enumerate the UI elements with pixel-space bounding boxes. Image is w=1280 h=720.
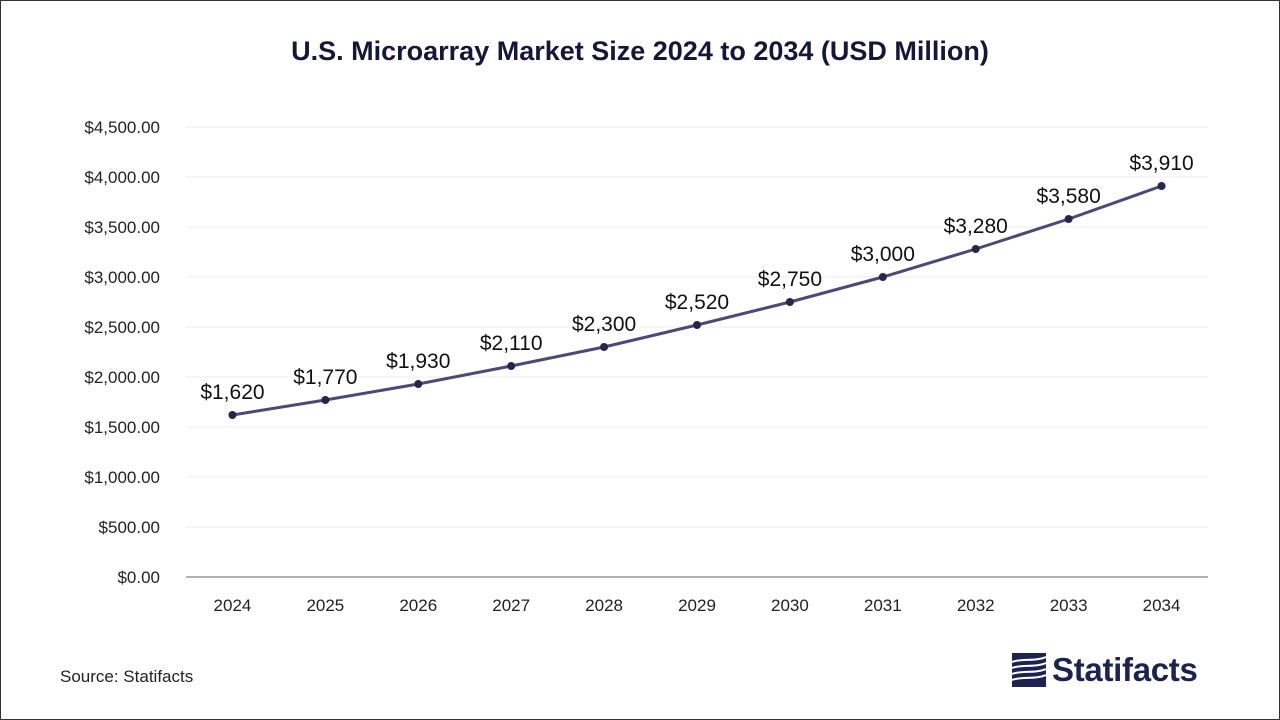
x-tick-label: 2024 [214, 596, 252, 615]
y-tick-label: $2,500.00 [84, 318, 160, 337]
y-tick-label: $3,500.00 [84, 218, 160, 237]
data-label: $1,770 [293, 366, 357, 389]
data-label: $3,280 [944, 215, 1008, 238]
y-tick-label: $500.00 [99, 518, 160, 537]
data-label: $1,620 [200, 381, 264, 404]
data-point [693, 321, 701, 329]
data-point [600, 343, 609, 351]
y-tick-label: $3,000.00 [84, 268, 160, 287]
x-tick-label: 2033 [1050, 596, 1088, 615]
data-point [971, 245, 980, 253]
gridlines [186, 126, 1208, 528]
x-tick-label: 2026 [399, 596, 437, 615]
x-tick-label: 2032 [957, 596, 995, 615]
brand-name: Statifacts [1052, 651, 1198, 688]
x-tick-label: 2027 [492, 596, 530, 615]
x-axis: 2024 2025 2026 2027 2028 2029 2030 2031 2032 2033… [186, 576, 1208, 615]
data-label: $1,930 [386, 350, 450, 373]
data-point [1157, 182, 1166, 190]
x-tick-label: 2034 [1143, 596, 1181, 615]
data-point [1064, 215, 1073, 223]
data-label: $3,000 [851, 243, 915, 266]
data-label: $2,300 [572, 313, 636, 336]
brand-logo: Statifacts [1012, 650, 1198, 690]
data-point [414, 380, 423, 388]
y-tick-label: $1,000.00 [84, 468, 160, 487]
x-tick-label: 2031 [864, 596, 902, 615]
data-label: $2,520 [665, 291, 729, 314]
x-tick-label: 2028 [585, 596, 623, 615]
y-tick-label: $4,500.00 [84, 118, 160, 137]
data-point [321, 396, 330, 404]
y-tick-label: $2,000.00 [84, 368, 160, 387]
y-tick-label: $0.00 [117, 568, 160, 587]
y-tick-label: $4,000.00 [84, 168, 160, 187]
data-point [878, 273, 887, 281]
source-note: Source: Statifacts [60, 667, 194, 686]
x-tick-label: 2030 [771, 596, 809, 615]
data-label: $3,580 [1037, 185, 1101, 208]
statifacts-logo-icon [1012, 653, 1046, 687]
data-label: $3,910 [1129, 152, 1193, 175]
data-point [507, 362, 516, 370]
data-label: $2,750 [758, 268, 822, 291]
data-point [785, 298, 794, 306]
x-tick-label: 2025 [306, 596, 344, 615]
x-tick-label: 2029 [678, 596, 716, 615]
series-layer: $1,620 $1,770 $1,930 $2,110 $2,300 $2,520 $2,7… [200, 152, 1194, 419]
chart-title: U.S. Microarray Market Size 2024 to 2034… [291, 36, 989, 66]
y-axis: $0.00 $500.00 $1,000.00 $1,500.00 $2,000.00 $… [84, 118, 160, 587]
data-label: $2,110 [480, 332, 543, 355]
y-tick-label: $1,500.00 [84, 418, 160, 437]
data-point [228, 411, 237, 419]
